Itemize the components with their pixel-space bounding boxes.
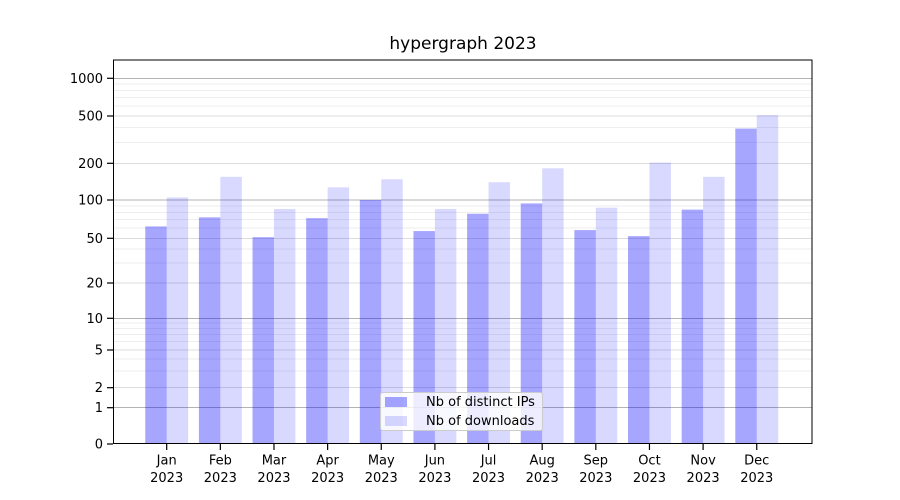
x-tick-label-month-oct: Oct <box>638 454 660 469</box>
legend-swatch-downloads <box>385 416 407 426</box>
bar-ips-sep <box>574 230 596 444</box>
bar-ips-feb <box>198 217 221 444</box>
x-tick-label-year-oct: 2023 <box>633 471 666 486</box>
bar-ips-dec <box>735 128 757 444</box>
bar-ips-apr <box>306 218 328 444</box>
legend-item-distinct-ips: Nb of distinct IPs <box>385 394 542 410</box>
y-tick-label-2: 2 <box>95 381 103 396</box>
y-tick-label-200: 200 <box>78 157 103 172</box>
bar-ips-may <box>359 200 382 444</box>
x-tick-label-year-feb: 2023 <box>204 471 237 486</box>
bar-downloads-nov <box>703 176 725 444</box>
bar-ips-nov <box>681 209 704 444</box>
x-tick-label-year-apr: 2023 <box>311 471 344 486</box>
x-tick-label-year-dec: 2023 <box>740 471 773 486</box>
x-tick-label-year-sep: 2023 <box>579 471 612 486</box>
y-tick-label-100: 100 <box>78 194 103 209</box>
x-tick-label-year-aug: 2023 <box>526 471 559 486</box>
bar-downloads-mar <box>273 208 296 444</box>
x-tick-label-year-jun: 2023 <box>418 471 451 486</box>
bar-downloads-jan <box>166 197 189 444</box>
x-tick-label-year-may: 2023 <box>365 471 398 486</box>
bar-downloads-may <box>381 179 403 444</box>
x-tick-label-year-nov: 2023 <box>687 471 720 486</box>
x-tick-label-month-jun: Jun <box>424 454 445 469</box>
legend-item-downloads: Nb of downloads <box>385 413 542 429</box>
bar-downloads-jun <box>434 208 457 444</box>
x-tick-label-month-feb: Feb <box>209 454 232 469</box>
bar-downloads-aug <box>542 168 564 444</box>
bar-downloads-feb <box>220 176 242 444</box>
y-tick-label-0: 0 <box>95 438 103 453</box>
bar-ips-mar <box>252 237 274 444</box>
x-tick-label-month-may: May <box>368 454 395 469</box>
x-tick-label-year-jan: 2023 <box>150 471 183 486</box>
chart-title: hypergraph 2023 <box>389 34 537 54</box>
bar-downloads-sep <box>595 207 618 444</box>
y-tick-label-50: 50 <box>86 232 103 247</box>
y-tick-label-1: 1 <box>95 401 103 416</box>
y-tick-label-500: 500 <box>78 110 103 125</box>
y-tick-label-1000: 1000 <box>70 72 103 87</box>
bar-ips-jul <box>467 213 489 444</box>
bar-ips-jan <box>145 226 167 444</box>
legend: Nb of distinct IPs Nb of downloads <box>380 392 543 431</box>
bar-downloads-apr <box>327 187 350 444</box>
y-tick-label-5: 5 <box>95 344 103 359</box>
x-tick-label-month-nov: Nov <box>690 454 716 469</box>
x-tick-label-month-jul: Jul <box>480 454 497 469</box>
y-tick-label-10: 10 <box>86 312 103 327</box>
x-tick-label-month-dec: Dec <box>744 454 769 469</box>
x-tick-label-month-jan: Jan <box>156 454 177 469</box>
legend-label-distinct-ips: Nb of distinct IPs <box>426 394 535 410</box>
x-tick-label-year-mar: 2023 <box>257 471 290 486</box>
x-tick-label-month-aug: Aug <box>529 454 554 469</box>
x-tick-label-month-apr: Apr <box>316 454 339 469</box>
bar-ips-oct <box>628 236 650 444</box>
axes-frame <box>113 59 813 444</box>
x-tick-label-month-mar: Mar <box>262 454 287 469</box>
bar-downloads-jul <box>488 182 510 445</box>
y-tick-label-20: 20 <box>86 277 103 292</box>
legend-swatch-distinct-ips <box>385 397 407 407</box>
x-tick-label-year-jul: 2023 <box>472 471 505 486</box>
bar-downloads-oct <box>649 162 671 444</box>
x-tick-label-month-sep: Sep <box>584 454 609 469</box>
legend-label-downloads: Nb of downloads <box>426 413 535 429</box>
bar-ips-aug <box>520 203 543 444</box>
bar-downloads-dec <box>756 115 779 444</box>
bar-ips-jun <box>413 231 435 444</box>
